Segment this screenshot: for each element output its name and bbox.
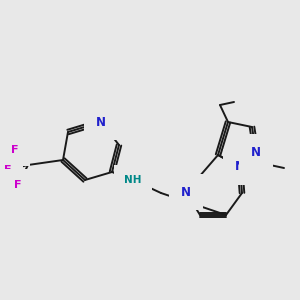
Text: N: N xyxy=(251,146,261,158)
Text: F: F xyxy=(4,165,12,175)
Text: N: N xyxy=(235,160,245,173)
Text: N: N xyxy=(96,116,106,128)
Text: F: F xyxy=(11,145,19,155)
Text: F: F xyxy=(14,180,22,190)
Text: N: N xyxy=(181,185,191,199)
Text: NH: NH xyxy=(124,175,142,185)
